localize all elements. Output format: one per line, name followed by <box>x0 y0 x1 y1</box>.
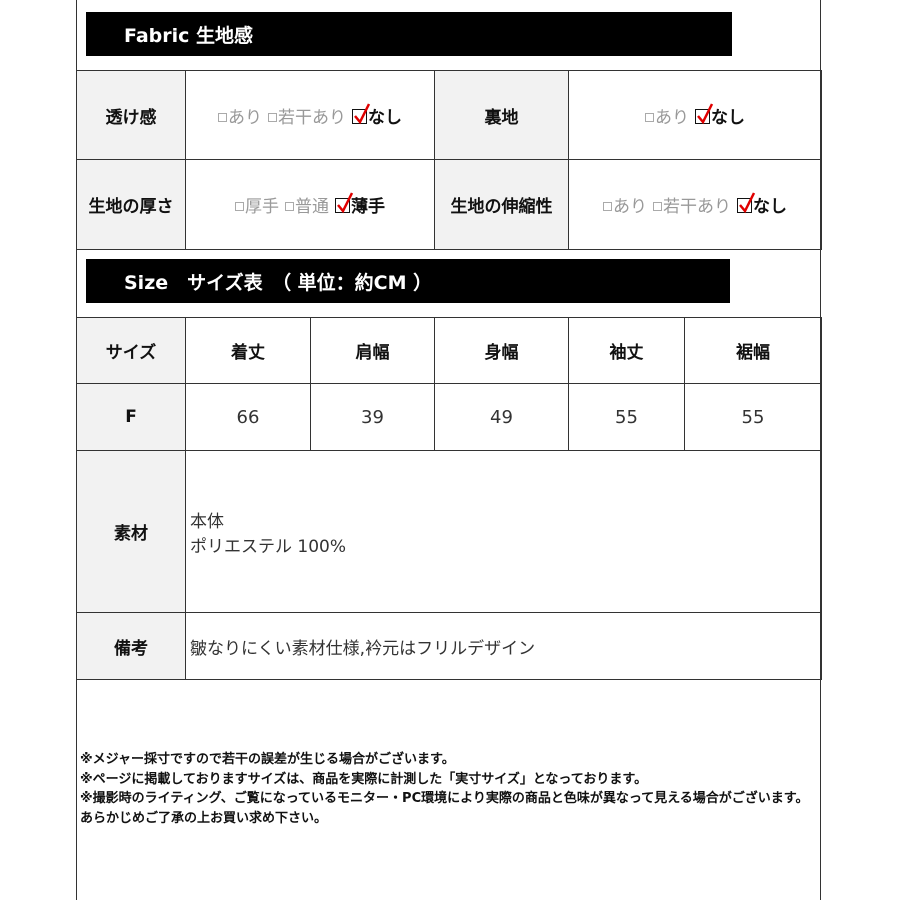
material-label: 素材 <box>76 450 186 613</box>
option: あり <box>603 197 647 217</box>
checked-box-icon <box>335 192 354 214</box>
unchecked-box-icon <box>218 112 227 122</box>
fabric-options: あり 若干あり なし <box>568 159 822 250</box>
option-label: 若干あり <box>278 107 346 128</box>
unchecked-box-icon <box>285 202 294 211</box>
fabric-label: 生地の伸縮性 <box>434 159 569 250</box>
note: ※撮影時のライティング、ご覧になっているモニター・PC環境により実際の商品と色味… <box>80 791 809 826</box>
size-header-cell: 着丈 <box>185 317 311 384</box>
option-label: なし <box>711 107 745 128</box>
fabric-options: あり 若干あり なし <box>185 70 435 160</box>
size-header-cell: 袖丈 <box>568 317 685 384</box>
option-label: あり <box>613 197 647 217</box>
fabric-table: 透け感 あり 若干あり なし 裏地 あり なし 生地の厚さ 厚手 普通 薄手 生地の伸縮性 あり 若干あ… <box>76 70 822 250</box>
option: 若干あり <box>653 197 731 217</box>
checked-box-icon <box>352 102 371 124</box>
note: ※メジャー採寸ですので若干の誤差が生じる場合がございます。 <box>80 752 455 767</box>
unchecked-box-icon <box>645 112 654 122</box>
size-value-cell: 66 <box>185 383 311 451</box>
size-header-cell: 肩幅 <box>310 317 435 384</box>
option-label: あり <box>228 107 262 128</box>
size-value-cell: 55 <box>568 383 685 451</box>
option-label: なし <box>753 197 787 217</box>
remarks-value: 皺なりにくい素材仕様,衿元はフリルデザイン <box>185 612 822 680</box>
fabric-label: 透け感 <box>76 70 186 160</box>
checked-box-icon <box>737 192 756 214</box>
size-value-cell: 55 <box>684 383 822 451</box>
fabric-label: 裏地 <box>434 70 569 160</box>
fabric-header: Fabric 生地感 <box>86 12 732 56</box>
size-value-cell: 49 <box>434 383 569 451</box>
unchecked-box-icon <box>653 202 662 211</box>
option-label: 普通 <box>295 197 329 217</box>
fabric-options: あり なし <box>568 70 822 160</box>
size-header-cell: 身幅 <box>434 317 569 384</box>
option: 薄手 <box>335 192 385 217</box>
fabric-label: 生地の厚さ <box>76 159 186 250</box>
option: 厚手 <box>235 197 279 217</box>
unchecked-box-icon <box>235 202 244 211</box>
size-table: サイズ 着丈 肩幅 身幅 袖丈 裾幅 F 66 39 49 55 55 素材 本体 ポリエステル 10… <box>76 317 822 680</box>
note: ※ページに掲載しておりますサイズは、商品を実際に計測した「実寸サイズ」となってお… <box>80 771 648 787</box>
option: 若干あり <box>268 108 346 128</box>
size-header: Size サイズ表 （ 単位：約CM ） <box>86 259 730 303</box>
unchecked-box-icon <box>603 202 612 211</box>
option-label: 若干あり <box>663 197 731 217</box>
option: 普通 <box>285 197 329 217</box>
size-value-cell: 39 <box>310 383 435 451</box>
option: あり <box>645 108 689 128</box>
fabric-options: 厚手 普通 薄手 <box>185 159 435 250</box>
option-label: 薄手 <box>351 197 385 217</box>
option: あり <box>218 108 262 128</box>
size-header-cell: サイズ <box>76 317 186 384</box>
checked-box-icon <box>695 102 714 124</box>
option-label: 厚手 <box>245 197 279 217</box>
option: なし <box>695 102 745 128</box>
remarks-label: 備考 <box>76 612 186 680</box>
unchecked-box-icon <box>268 112 277 122</box>
option: なし <box>352 102 402 128</box>
material-value: 本体 ポリエステル 100% <box>185 450 822 613</box>
notes: ※メジャー採寸ですので若干の誤差が生じる場合がございます。 ※ページに掲載してお… <box>80 750 818 828</box>
size-header-cell: 裾幅 <box>684 317 822 384</box>
size-value-cell: F <box>76 383 186 451</box>
option-label: あり <box>655 107 689 128</box>
option: なし <box>737 192 787 217</box>
option-label: なし <box>368 107 402 128</box>
